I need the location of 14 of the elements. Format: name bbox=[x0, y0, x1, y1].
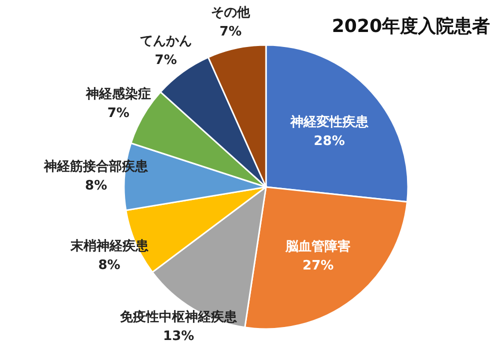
slice-label: 脳血管障害 bbox=[284, 238, 351, 254]
data-label: 27% bbox=[302, 258, 334, 274]
slice-label: 神経感染症 bbox=[84, 86, 151, 102]
data-label: 8% bbox=[98, 258, 120, 273]
slice-label: てんかん bbox=[140, 34, 192, 50]
data-label: 7% bbox=[220, 24, 242, 40]
slice-label: その他 bbox=[211, 5, 252, 20]
data-label: 28% bbox=[314, 134, 345, 149]
data-label: 13% bbox=[163, 329, 194, 344]
text: 2020年度入院患者 bbox=[332, 16, 490, 37]
data-label: 7% bbox=[107, 106, 130, 121]
data-label: 8% bbox=[85, 178, 108, 194]
data-label: 7% bbox=[154, 53, 177, 68]
slice-label: 神経変性疾患 bbox=[289, 114, 370, 130]
